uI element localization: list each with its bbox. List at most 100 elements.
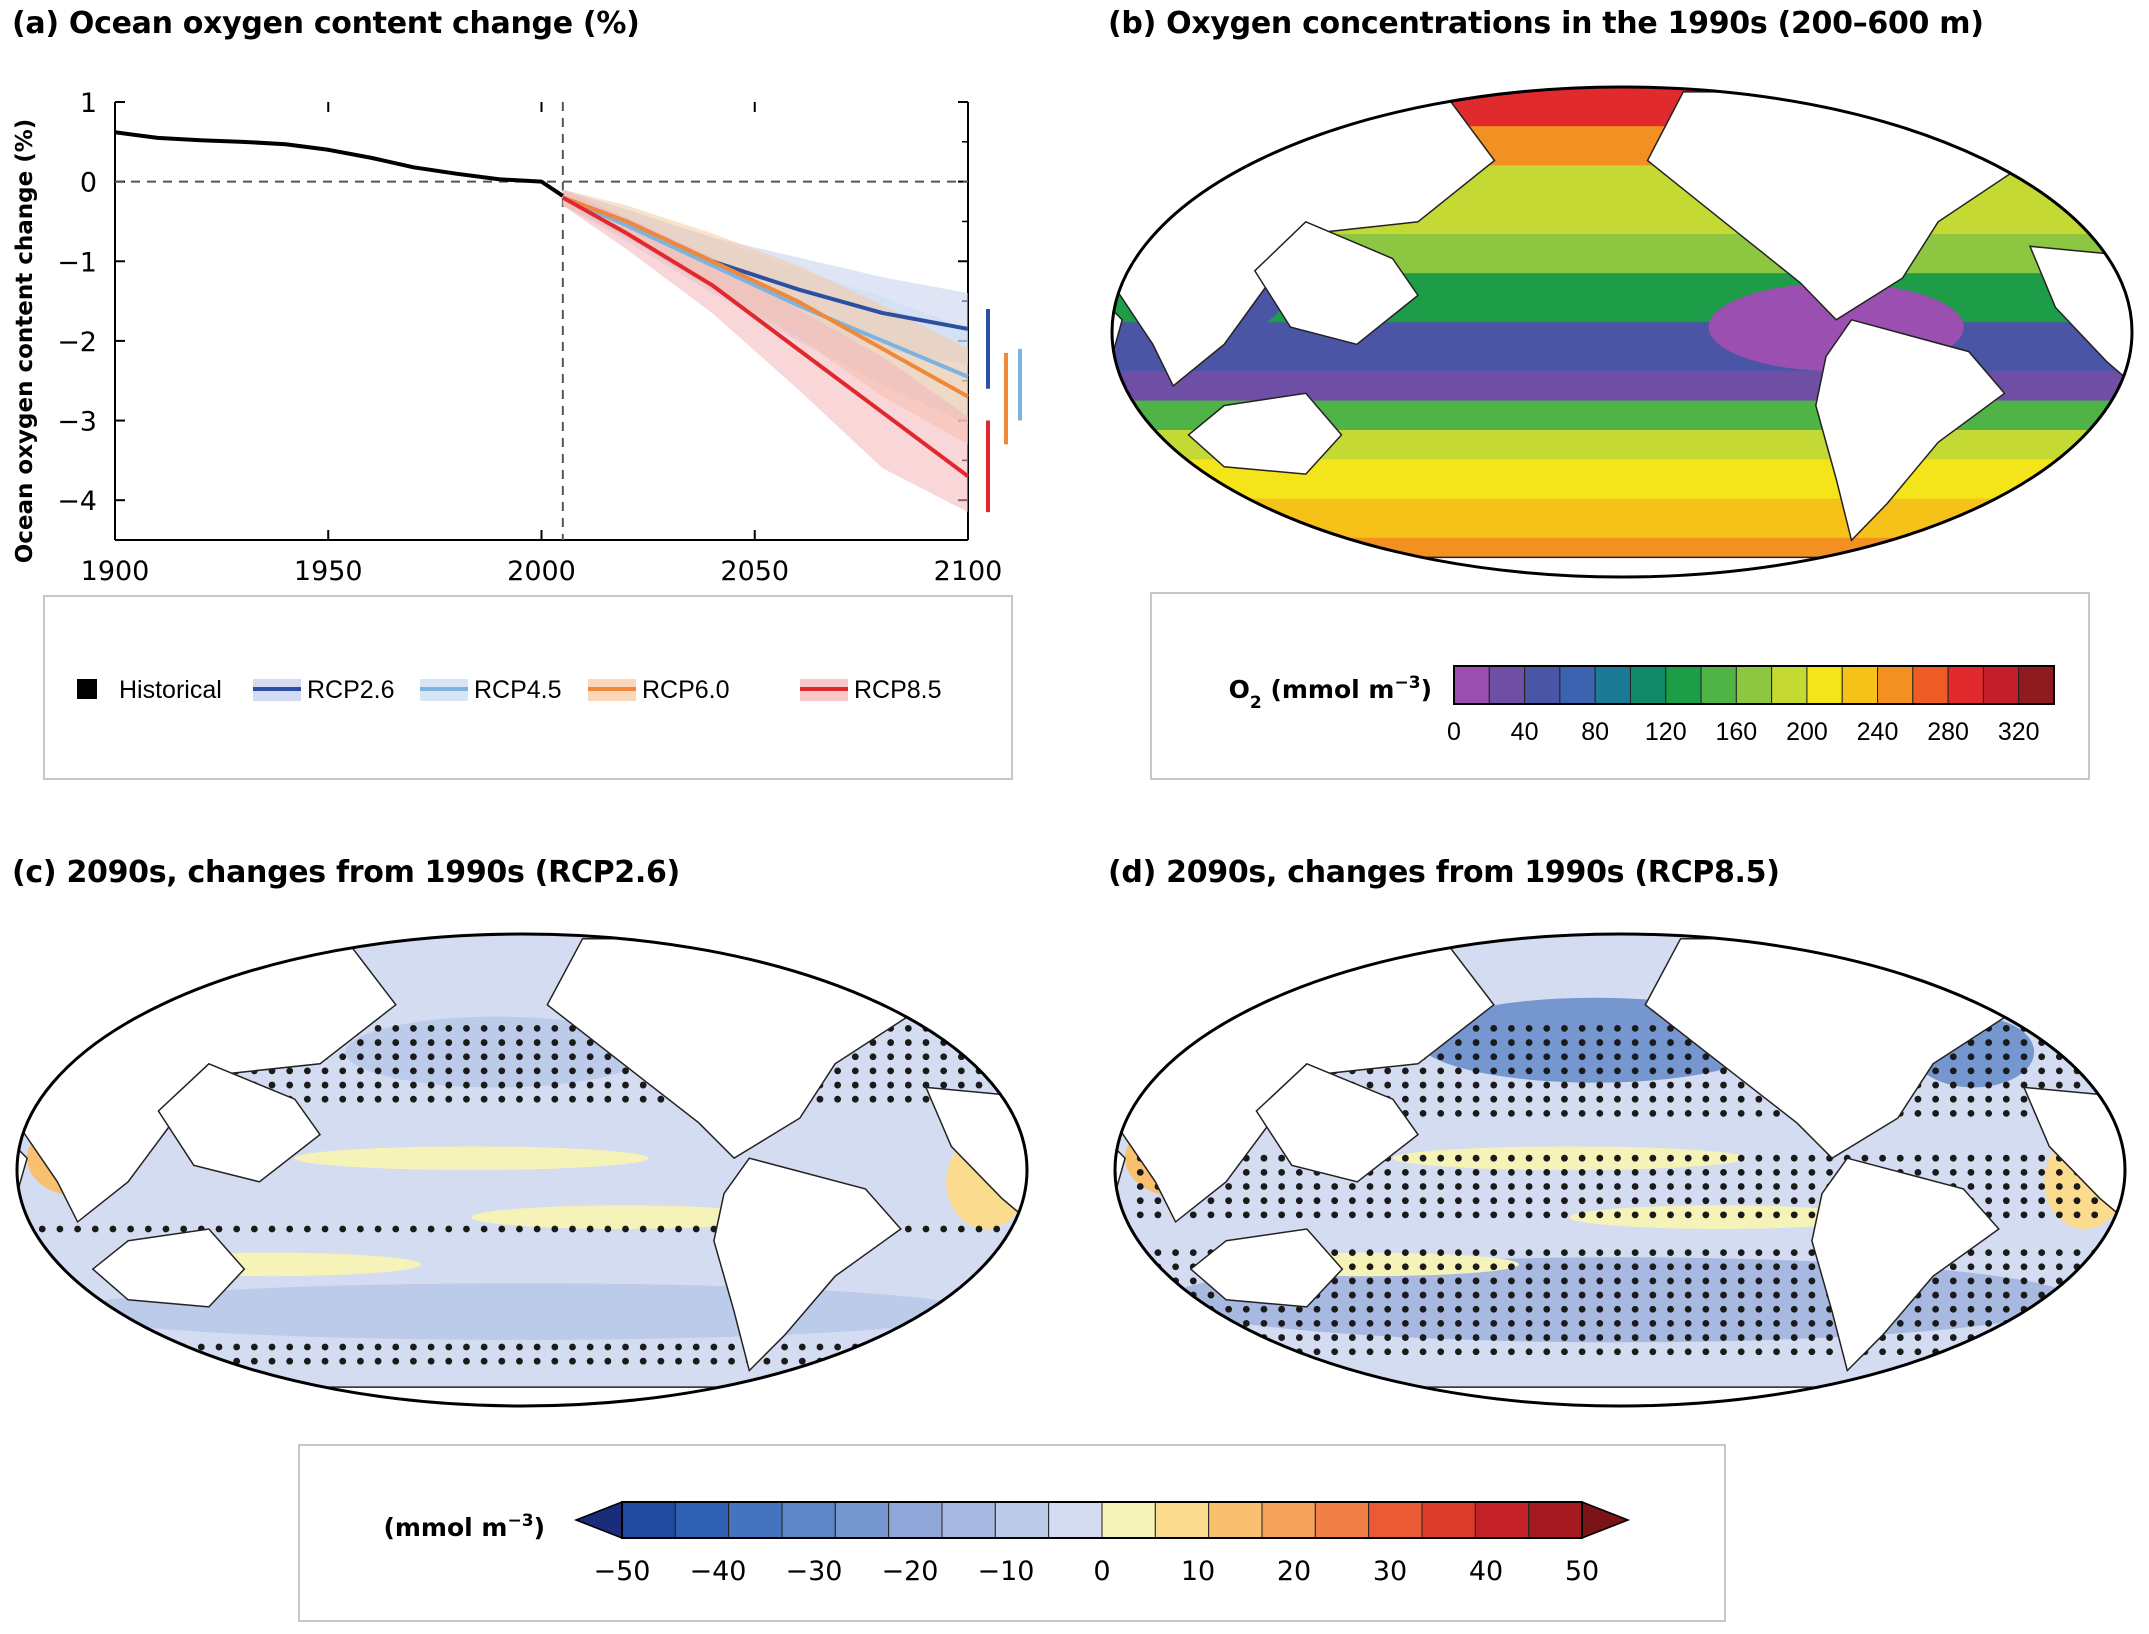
stipple-dot — [1861, 1154, 1869, 1162]
stipple-dot — [498, 1081, 506, 1089]
stipple-dot — [445, 1357, 453, 1365]
stipple-dot — [1737, 1249, 1745, 1256]
stipple-dot — [2002, 1277, 2010, 1285]
stipple-dot — [1702, 1197, 1710, 1205]
stipple-dot — [427, 1067, 435, 1075]
stipple-dot — [427, 1081, 435, 1089]
stipple-dot — [1932, 1067, 1940, 1075]
map-c-increase-zone — [471, 1205, 775, 1229]
stipple-dot — [675, 1343, 682, 1351]
stipple-dot — [1455, 1039, 1462, 1046]
stipple-dot — [604, 1095, 612, 1103]
stipple-dot — [2073, 1197, 2081, 1205]
stipple-dot — [1967, 1154, 1975, 1162]
stipple-dot — [1490, 1348, 1498, 1356]
stipple-dot — [1985, 1168, 1993, 1176]
stipple-dot — [851, 1357, 859, 1365]
colorbar-b-tick: 320 — [1998, 718, 2040, 746]
stipple-dot — [2038, 1168, 2046, 1176]
stipple-dot — [1136, 1168, 1144, 1176]
stipple-dot — [1401, 1168, 1409, 1176]
stipple-dot — [357, 1095, 364, 1103]
stipple-dot — [1437, 1334, 1445, 1341]
stipple-dot — [657, 1357, 665, 1365]
stipple-dot — [1331, 1305, 1339, 1313]
stipple-dot — [692, 1225, 700, 1233]
stipple-dot — [1455, 1154, 1462, 1162]
panel-a-title: (a) Ocean oxygen content change (%) — [12, 6, 640, 41]
stipple-dot — [1207, 1197, 1215, 1205]
stipple-dot — [463, 1039, 470, 1046]
stipple-dot — [2020, 1109, 2028, 1117]
map-d-land-east-asia — [1255, 1062, 1420, 1183]
stipple-dot — [1490, 1067, 1498, 1075]
stipple-dot — [1773, 1334, 1780, 1341]
stipple-dot — [498, 1067, 506, 1075]
stipple-dot — [1985, 1039, 1993, 1046]
stipple-dot — [869, 1067, 877, 1075]
stipple-dot — [1490, 1168, 1498, 1176]
stipple-dot — [427, 1025, 435, 1032]
stipple-dot — [1631, 1291, 1639, 1299]
stipple-dot — [392, 1343, 400, 1351]
stipple-dot — [1614, 1081, 1621, 1089]
stipple-dot — [1596, 1249, 1604, 1256]
stipple-dot — [692, 1357, 700, 1365]
stipple-dot — [1578, 1291, 1586, 1299]
stipple-dot — [286, 1343, 294, 1351]
colorbar-cd-cell — [1474, 1501, 1530, 1539]
stipple-dot — [1331, 1334, 1339, 1341]
stipple-dot — [1366, 1249, 1374, 1256]
stipple-dot — [1472, 1109, 1480, 1117]
stipple-dot — [1401, 1291, 1409, 1299]
stipple-dot — [445, 1053, 453, 1061]
stipple-dot — [1508, 1305, 1515, 1313]
stipple-dot — [1667, 1249, 1674, 1256]
stipple-dot — [1967, 1348, 1975, 1356]
stipple-dot — [2055, 1025, 2063, 1032]
stipple-dot — [533, 1225, 541, 1233]
stipple-dot — [2091, 1025, 2099, 1032]
stipple-dot — [1154, 1334, 1162, 1341]
colorbar-cd-cell — [728, 1501, 783, 1539]
stipple-dot — [2038, 1291, 2046, 1299]
colorbar-b-cell — [1524, 665, 1561, 705]
stipple-dot — [91, 1025, 99, 1032]
stipple-dot — [1631, 1348, 1639, 1356]
stipple-dot — [1649, 1249, 1657, 1256]
stipple-dot — [2055, 1067, 2063, 1075]
stipple-dot — [586, 1081, 594, 1089]
stipple-dot — [374, 1067, 382, 1075]
stipple-dot — [1649, 1334, 1657, 1341]
stipple-dot — [1437, 1109, 1445, 1117]
colorbar-cd-cell — [888, 1501, 943, 1539]
stipple-dot — [1667, 1197, 1674, 1205]
stipple-dot — [303, 1357, 311, 1365]
stipple-dot — [1348, 1183, 1356, 1190]
stipple-dot — [1755, 1291, 1763, 1299]
stipple-dot — [516, 1343, 523, 1351]
stipple-dot — [339, 1343, 347, 1351]
stipple-dot — [1773, 1291, 1780, 1299]
stipple-dot — [1508, 1067, 1515, 1075]
stipple-dot — [286, 1357, 294, 1365]
stipple-dot — [427, 1095, 435, 1103]
stipple-dot — [1401, 1320, 1409, 1327]
stipple-dot — [1508, 1183, 1515, 1190]
stipple-dot — [109, 1343, 117, 1351]
stipple-dot — [1172, 1305, 1179, 1313]
stipple-dot — [1614, 1053, 1621, 1061]
stipple-dot — [1384, 1081, 1392, 1089]
stipple-dot — [1455, 1067, 1462, 1075]
stipple-dot — [1348, 1305, 1356, 1313]
stipple-dot — [1490, 1263, 1498, 1271]
stipple-dot — [2002, 1109, 2010, 1117]
stipple-dot — [1525, 1053, 1533, 1061]
stipple-dot — [1932, 1291, 1940, 1299]
stipple-dot — [1419, 1348, 1427, 1356]
stipple-dot — [1490, 1095, 1498, 1103]
stipple-dot — [1525, 1168, 1533, 1176]
stipple-dot — [1684, 1109, 1692, 1117]
stipple-dot — [1242, 1305, 1250, 1313]
y-tick-label: −1 — [57, 247, 97, 278]
